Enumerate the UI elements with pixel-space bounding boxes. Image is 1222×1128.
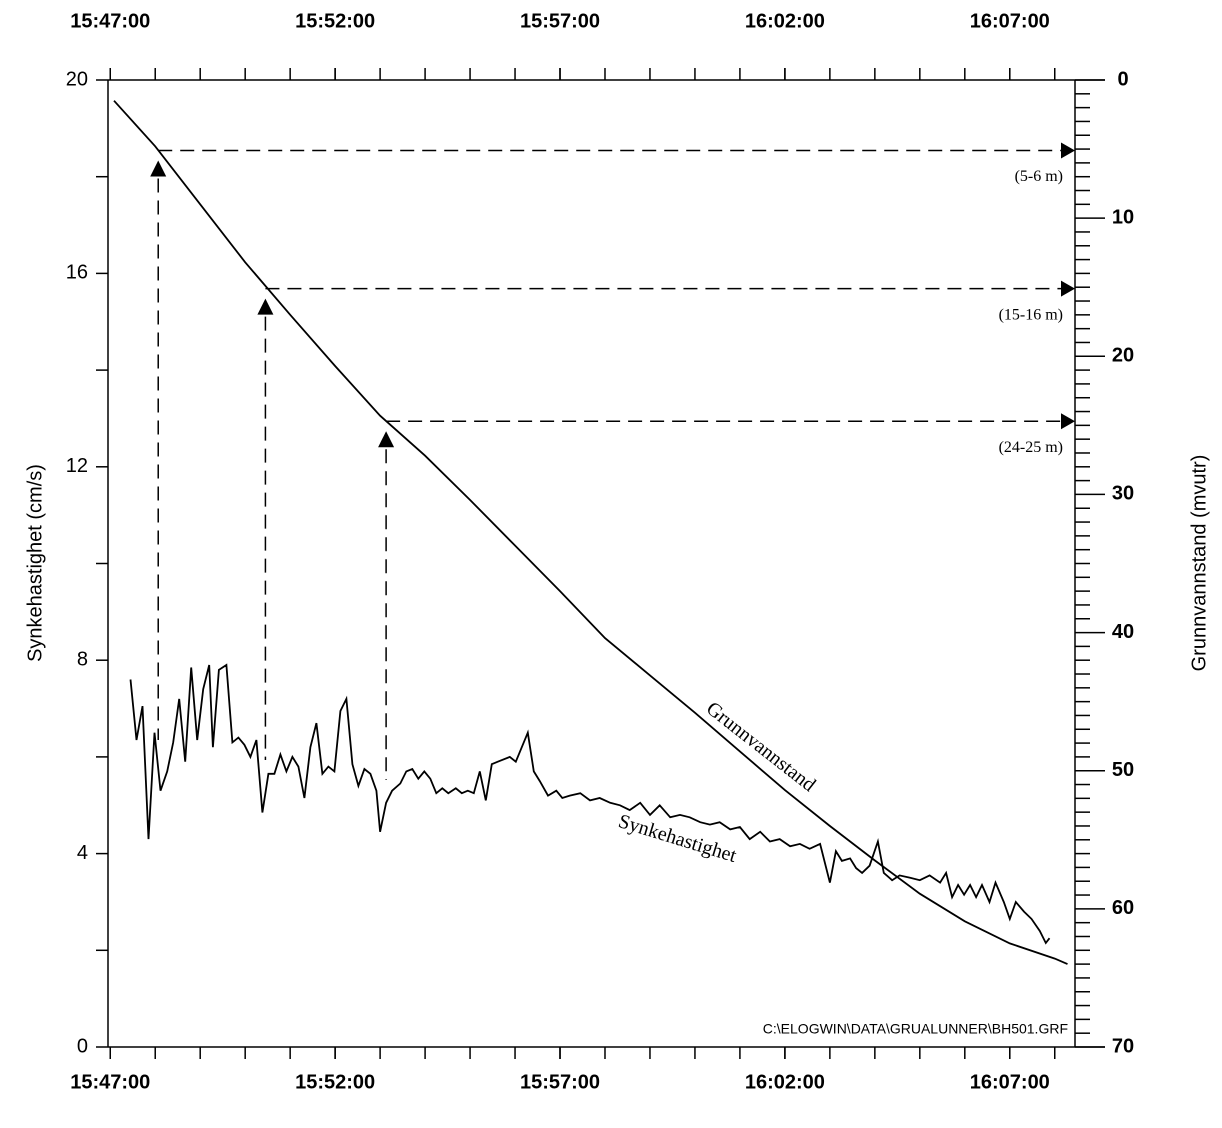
series-line xyxy=(129,663,1051,945)
y-axis-title: Synkehastighet (cm/s) xyxy=(24,464,46,662)
annotation-arrow xyxy=(1061,413,1075,430)
y2-tick-label: 50 xyxy=(1112,759,1134,781)
series-line xyxy=(113,100,1068,965)
y2-tick-label: 70 xyxy=(1112,1035,1134,1057)
annotation-marker xyxy=(150,160,167,177)
x-tick-label: 15:47:00 xyxy=(70,1071,150,1093)
annotation-marker xyxy=(257,298,274,315)
y2-tick-label: 60 xyxy=(1112,897,1134,919)
annotation-marker xyxy=(378,431,395,448)
y2-tick-label: 10 xyxy=(1112,206,1134,228)
footnote: C:\ELOGWIN\DATA\GRUALUNNER\BH501.GRF xyxy=(763,1021,1068,1037)
x-tick-label: 15:57:00 xyxy=(520,1071,600,1093)
x-tick-label: 15:52:00 xyxy=(295,10,375,32)
annotation-label: (24-25 m) xyxy=(999,439,1063,456)
y-tick-label: 8 xyxy=(77,648,88,670)
y2-tick-label: 0 xyxy=(1117,68,1128,90)
annotation-label: (5-6 m) xyxy=(1015,168,1063,185)
y2-tick-label: 30 xyxy=(1112,483,1134,505)
y-tick-label: 4 xyxy=(77,842,88,864)
x-tick-label: 16:07:00 xyxy=(970,10,1050,32)
y-tick-label: 12 xyxy=(66,455,88,477)
x-tick-label: 15:52:00 xyxy=(295,1071,375,1093)
annotation-arrow xyxy=(1061,280,1075,297)
y2-tick-label: 40 xyxy=(1112,621,1134,643)
x-tick-label: 15:57:00 xyxy=(520,10,600,32)
y-tick-label: 20 xyxy=(66,68,88,90)
annotation-label: (15-16 m) xyxy=(999,306,1063,323)
x-tick-label: 16:07:00 xyxy=(970,1071,1050,1093)
y2-axis-title: Grunnvannstand (mvutr) xyxy=(1188,455,1210,672)
x-tick-label: 15:47:00 xyxy=(70,10,150,32)
x-tick-label: 16:02:00 xyxy=(745,1071,825,1093)
series-label: Synkehastighet xyxy=(616,810,740,867)
series-label: Grunnvannstand xyxy=(702,698,820,797)
annotation-arrow xyxy=(1061,142,1075,159)
y-tick-label: 16 xyxy=(66,262,88,284)
y-tick-label: 0 xyxy=(77,1035,88,1057)
y2-tick-label: 20 xyxy=(1112,345,1134,367)
x-tick-label: 16:02:00 xyxy=(745,10,825,32)
